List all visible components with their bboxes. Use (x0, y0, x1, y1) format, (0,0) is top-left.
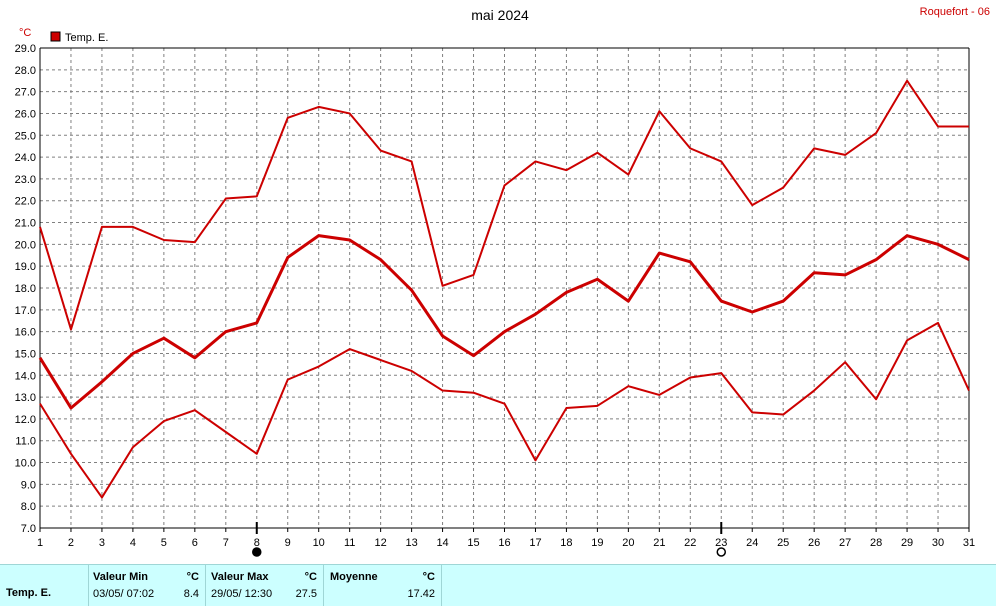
y-tick-label: 10.0 (15, 458, 36, 470)
footer-row-label: Temp. E. (6, 587, 52, 599)
x-tick-label: 4 (130, 537, 136, 549)
max-unit: °C (304, 571, 317, 583)
max-date: 29/05/ 12:30 (211, 588, 273, 600)
axes: 7.0 8.0 9.0 10.0 11.0 12.0 13.0 14.0 15.0 16.0 17.… (15, 43, 976, 549)
x-tick-label: 25 (777, 537, 789, 549)
x-tick-label: 10 (313, 537, 325, 549)
x-tick-label: 5 (161, 537, 167, 549)
x-tick-label: 7 (223, 537, 229, 549)
x-tick-label: 20 (622, 537, 634, 549)
y-tick-label: 25.0 (15, 130, 36, 142)
y-tick-label: 28.0 (15, 65, 36, 77)
x-tick-label: 27 (839, 537, 851, 549)
min-header: Valeur Min (93, 571, 149, 583)
y-tick-label: 16.0 (15, 327, 36, 339)
x-tick-label: 1 (37, 537, 43, 549)
x-tick-label: 18 (560, 537, 572, 549)
x-tick-label: 12 (375, 537, 387, 549)
legend-swatch (50, 31, 61, 42)
y-tick-label: 29.0 (15, 43, 36, 55)
x-tick-label: 9 (285, 537, 291, 549)
moon-phases (252, 522, 727, 557)
x-tick-label: 26 (808, 537, 820, 549)
x-tick-label: 15 (467, 537, 479, 549)
footer-min-cell: Valeur Min °C 03/05/ 07:02 8.4 (89, 565, 206, 606)
footer-mean-cell: Moyenne °C 17.42 (324, 565, 442, 606)
x-tick-label: 19 (591, 537, 603, 549)
y-tick-label: 8.0 (21, 501, 36, 513)
y-tick-label: 26.0 (15, 108, 36, 120)
x-tick-label: 3 (99, 537, 105, 549)
y-tick-label: 12.0 (15, 414, 36, 426)
max-value: 27.5 (295, 588, 317, 600)
x-tick-label: 23 (715, 537, 727, 549)
min-unit: °C (186, 571, 199, 583)
y-tick-label: 14.0 (15, 370, 36, 382)
max-header: Valeur Max (211, 571, 269, 583)
y-tick-label: 21.0 (15, 218, 36, 230)
y-tick-label: 13.0 (15, 392, 36, 404)
y-tick-label: 22.0 (15, 196, 36, 208)
x-tick-label: 13 (405, 537, 417, 549)
series-line-mean (38, 234, 970, 410)
y-tick-label: 24.0 (15, 152, 36, 164)
legend-label: Temp. E. (65, 32, 108, 44)
y-tick-label: 11.0 (15, 436, 36, 448)
series-line-max (39, 79, 969, 331)
mean-value: 17.42 (407, 588, 435, 600)
grid (39, 47, 970, 529)
footer-row-label-cell: Temp. E. (0, 565, 89, 606)
summary-footer: Temp. E. Valeur Min °C 03/05/ 07:02 8.4 … (0, 564, 996, 606)
min-date: 03/05/ 07:02 (93, 588, 155, 600)
full-moon-icon (716, 547, 727, 557)
y-tick-label: 23.0 (15, 174, 36, 186)
y-tick-label: 15.0 (15, 348, 36, 360)
y-tick-label: 9.0 (21, 479, 36, 491)
min-value: 8.4 (183, 588, 199, 600)
y-tick-label: 7.0 (21, 523, 36, 535)
x-tick-label: 30 (932, 537, 944, 549)
y-tick-label: 19.0 (15, 261, 36, 273)
x-tick-label: 8 (254, 537, 260, 549)
y-tick-label: 17.0 (15, 305, 36, 317)
x-tick-label: 2 (68, 537, 74, 549)
x-tick-label: 21 (653, 537, 665, 549)
new-moon-icon (252, 547, 262, 557)
temperature-chart: mai 2024 Roquefort - 06 °C Temp. E. 7.0 8… (15, 6, 990, 557)
x-tick-label: 29 (901, 537, 913, 549)
x-tick-label: 16 (498, 537, 510, 549)
y-tick-label: 20.0 (15, 239, 36, 251)
x-tick-label: 24 (746, 537, 758, 549)
x-tick-label: 14 (436, 537, 448, 549)
chart-title: mai 2024 (471, 7, 529, 23)
y-axis-unit: °C (19, 27, 31, 39)
x-tick-label: 17 (529, 537, 541, 549)
footer-max-cell: Valeur Max °C 29/05/ 12:30 27.5 (206, 565, 324, 606)
mean-header: Moyenne (330, 571, 378, 583)
series-line-min (39, 321, 970, 499)
y-tick-label: 18.0 (15, 283, 36, 295)
mean-unit: °C (422, 571, 435, 583)
series (38, 79, 970, 499)
x-tick-label: 28 (870, 537, 882, 549)
x-tick-label: 11 (344, 537, 355, 549)
x-tick-label: 22 (684, 537, 696, 549)
x-tick-label: 31 (963, 537, 975, 549)
x-tick-label: 6 (192, 537, 198, 549)
y-tick-label: 27.0 (15, 87, 36, 99)
station-name: Roquefort - 06 (920, 6, 990, 18)
